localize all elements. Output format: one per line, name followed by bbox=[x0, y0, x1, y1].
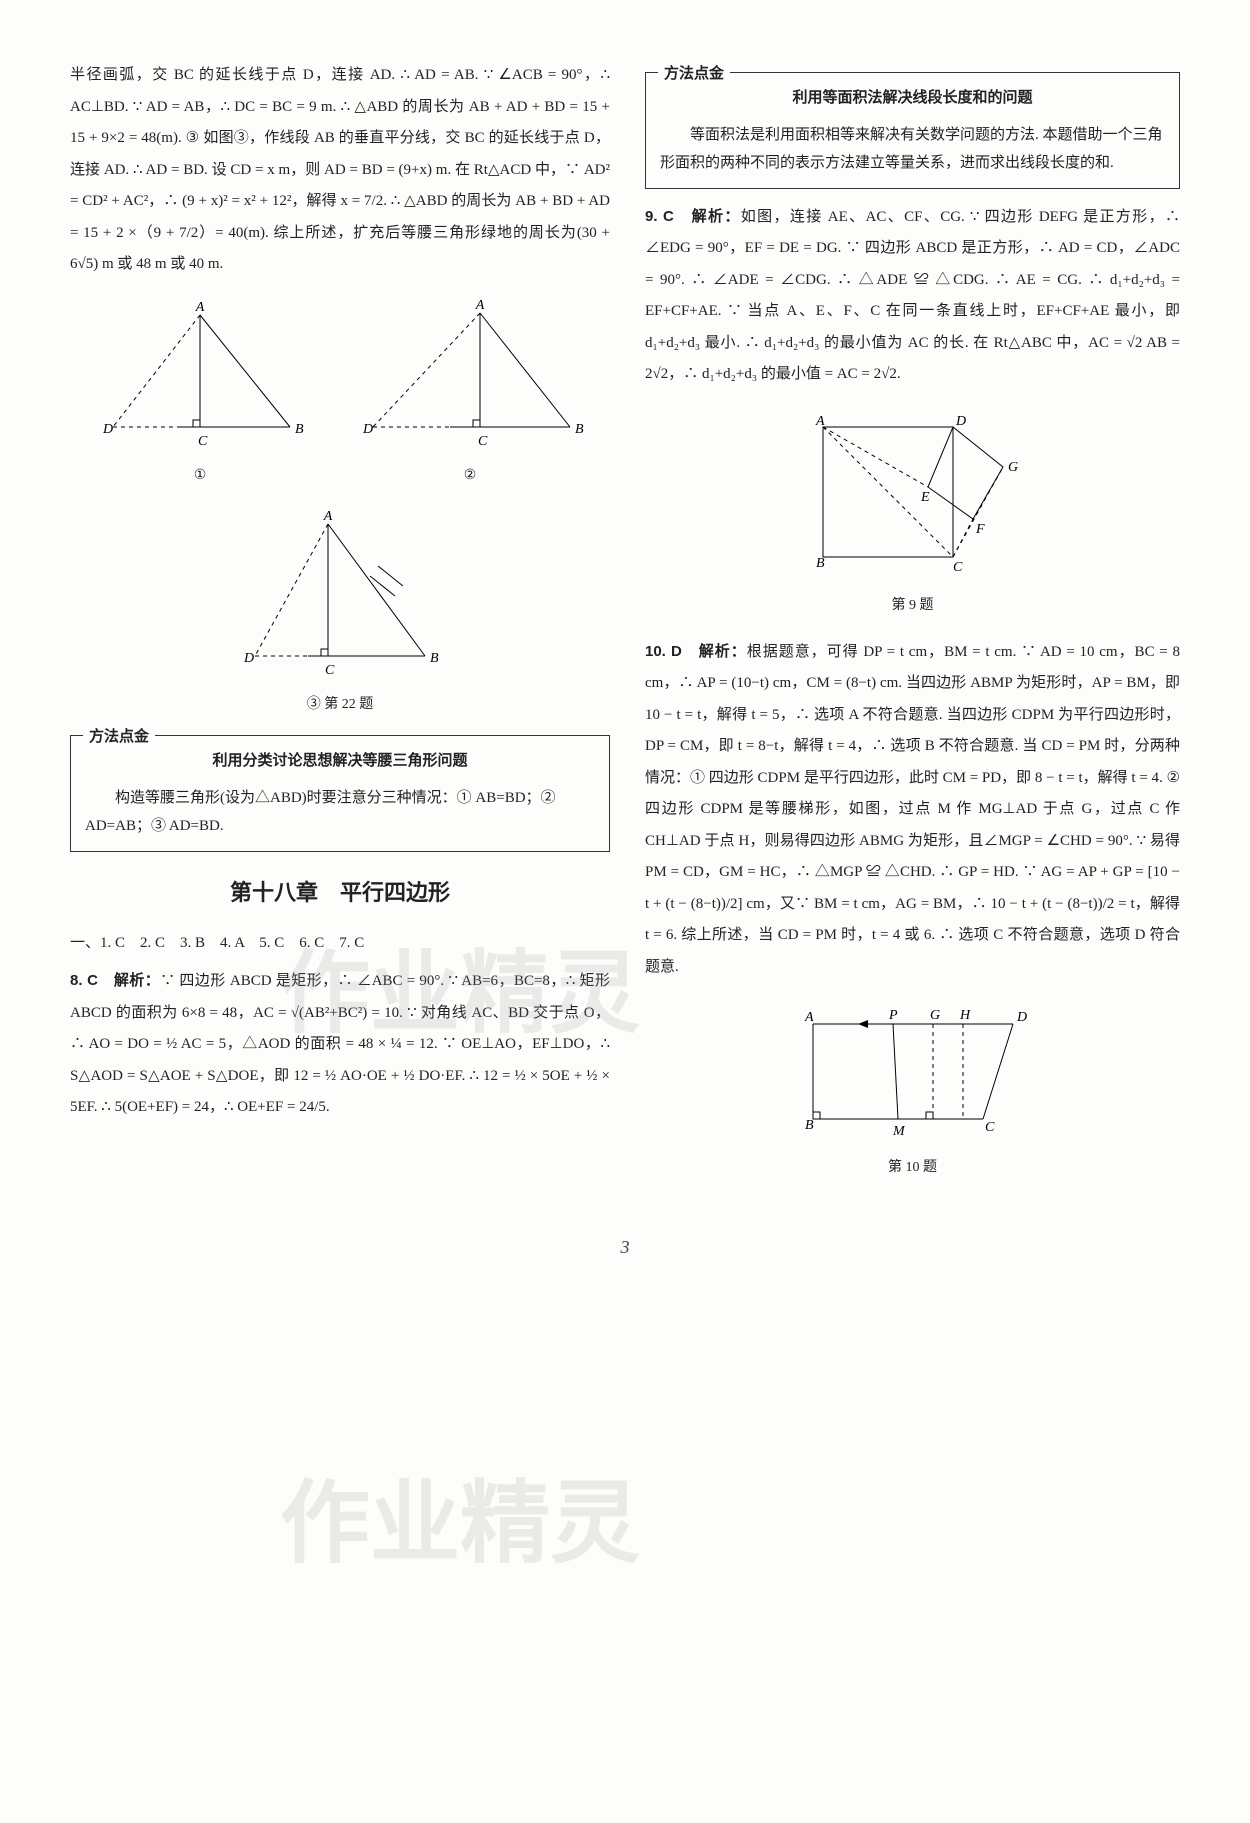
svg-text:D: D bbox=[362, 422, 373, 437]
q8-head: 8. C 解析： bbox=[70, 972, 160, 989]
diagram-caption-1: ① bbox=[95, 461, 305, 490]
svg-text:A: A bbox=[475, 298, 485, 313]
svg-text:C: C bbox=[985, 1120, 995, 1135]
tip-subtitle-1: 利用分类讨论思想解决等腰三角形问题 bbox=[85, 746, 595, 778]
svg-text:G: G bbox=[1008, 460, 1018, 475]
svg-text:C: C bbox=[478, 434, 488, 449]
method-tip-box-2: 方法点金 利用等面积法解决线段长度和的问题 等面积法是利用面积相等来解决有关数学… bbox=[645, 72, 1180, 189]
svg-text:B: B bbox=[430, 651, 439, 666]
tip-title-2: 方法点金 bbox=[658, 59, 730, 91]
svg-text:A: A bbox=[195, 300, 205, 315]
q9-body: 如图，连接 AE、AC、CF、CG. ∵ 四边形 DEFG 是正方形，∴ ∠ED… bbox=[645, 209, 1180, 383]
svg-text:H: H bbox=[959, 1008, 971, 1023]
solution-text-22: 半径画弧，交 BC 的延长线于点 D，连接 AD. ∴ AD = AB. ∵ ∠… bbox=[70, 60, 610, 281]
method-tip-box-1: 方法点金 利用分类讨论思想解决等腰三角形问题 构造等腰三角形(设为△ABD)时要… bbox=[70, 735, 610, 852]
svg-text:D: D bbox=[243, 651, 254, 666]
svg-text:D: D bbox=[102, 422, 113, 437]
diagram-caption-3: ③ 第 22 题 bbox=[307, 690, 374, 719]
page-number: 3 bbox=[70, 1229, 1180, 1267]
diagram-triangle-3: A B C D ③ 第 22 题 bbox=[70, 506, 610, 719]
q10-body: 根据题意，可得 DP = t cm，BM = t cm. ∵ AD = 10 c… bbox=[645, 644, 1180, 975]
q8-body: ∵ 四边形 ABCD 是矩形，∴ ∠ABC = 90°. ∵ AB=6，BC=8… bbox=[70, 973, 610, 1115]
svg-text:C: C bbox=[953, 560, 963, 575]
svg-text:A: A bbox=[804, 1010, 814, 1025]
svg-text:F: F bbox=[975, 522, 985, 537]
answers-line: 一、1. C 2. C 3. B 4. A 5. C 6. C 7. C bbox=[70, 928, 610, 960]
svg-text:B: B bbox=[295, 422, 304, 437]
tip-body-2: 等面积法是利用面积相等来解决有关数学问题的方法. 本题借助一个三角形面积的两种不… bbox=[660, 121, 1165, 178]
question-9: 9. C 解析：如图，连接 AE、AC、CF、CG. ∵ 四边形 DEFG 是正… bbox=[645, 201, 1180, 391]
diagram-triangle-2: A B C D ② bbox=[355, 297, 585, 490]
question-8: 8. C 解析：∵ 四边形 ABCD 是矩形，∴ ∠ABC = 90°. ∵ A… bbox=[70, 965, 610, 1124]
left-column: 半径画弧，交 BC 的延长线于点 D，连接 AD. ∴ AD = AB. ∵ ∠… bbox=[70, 60, 610, 1199]
svg-text:B: B bbox=[575, 422, 584, 437]
diagram-9: A B C D E F G 第 9 题 bbox=[645, 407, 1180, 620]
svg-text:M: M bbox=[892, 1124, 906, 1139]
two-column-layout: 半径画弧，交 BC 的延长线于点 D，连接 AD. ∴ AD = AB. ∵ ∠… bbox=[70, 60, 1180, 1199]
diagram-row-1-2: A B C D ① A B C D bbox=[70, 297, 610, 490]
tip-title-1: 方法点金 bbox=[83, 722, 155, 754]
svg-text:A: A bbox=[323, 509, 333, 524]
diagram-10: A B C D P G H M 第 10 题 bbox=[645, 999, 1180, 1182]
svg-text:D: D bbox=[955, 414, 966, 429]
svg-text:B: B bbox=[805, 1118, 814, 1133]
diagram-9-caption: 第 9 题 bbox=[892, 591, 934, 620]
svg-text:G: G bbox=[930, 1008, 940, 1023]
svg-text:A: A bbox=[815, 414, 825, 429]
right-column: 方法点金 利用等面积法解决线段长度和的问题 等面积法是利用面积相等来解决有关数学… bbox=[645, 60, 1180, 1199]
watermark: 作业精灵 bbox=[280, 1430, 640, 1619]
tip-subtitle-2: 利用等面积法解决线段长度和的问题 bbox=[660, 83, 1165, 115]
question-10: 10. D 解析：根据题意，可得 DP = t cm，BM = t cm. ∵ … bbox=[645, 636, 1180, 984]
svg-text:D: D bbox=[1016, 1010, 1027, 1025]
q9-head: 9. C 解析： bbox=[645, 208, 741, 225]
chapter-title: 第十八章 平行四边形 bbox=[70, 870, 610, 916]
svg-text:B: B bbox=[816, 556, 825, 571]
svg-text:C: C bbox=[325, 663, 335, 678]
svg-text:P: P bbox=[888, 1008, 898, 1023]
q10-head: 10. D 解析： bbox=[645, 643, 747, 660]
diagram-triangle-1: A B C D ① bbox=[95, 297, 305, 490]
diagram-10-caption: 第 10 题 bbox=[888, 1153, 937, 1182]
svg-text:E: E bbox=[920, 490, 930, 505]
tip-body-1: 构造等腰三角形(设为△ABD)时要注意分三种情况：① AB=BD；② AD=AB… bbox=[85, 784, 595, 841]
diagram-caption-2: ② bbox=[355, 461, 585, 490]
svg-text:C: C bbox=[198, 434, 208, 449]
